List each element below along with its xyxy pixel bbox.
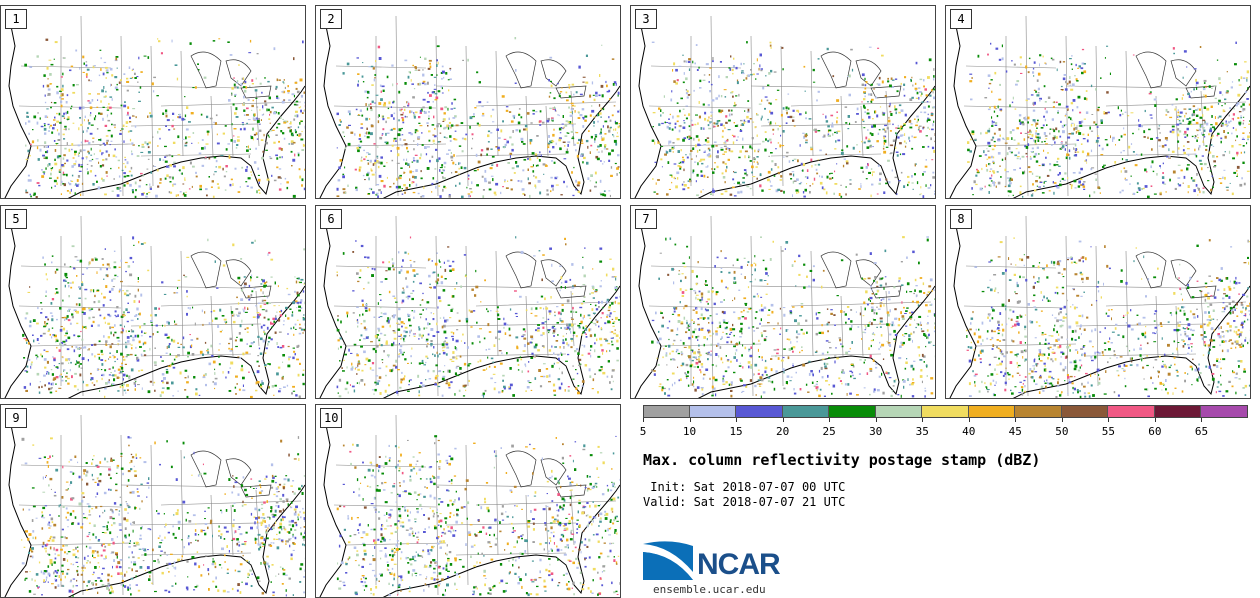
map-panel-8: 8 <box>945 205 1251 399</box>
colorbar-tick <box>1155 418 1156 422</box>
member-label: 4 <box>950 9 972 29</box>
conus-map <box>946 6 1250 198</box>
colorbar-tick-label: 45 <box>1009 425 1022 438</box>
map-panel-10: 10 <box>315 404 621 598</box>
colorbar-tick <box>1062 418 1063 422</box>
ncar-logo-icon <box>643 540 693 580</box>
colorbar-tick-label: 65 <box>1195 425 1208 438</box>
conus-map <box>1 6 305 198</box>
member-label: 9 <box>5 408 27 428</box>
member-label: 1 <box>5 9 27 29</box>
conus-map <box>316 6 620 198</box>
colorbar-tick <box>922 418 923 422</box>
reflectivity-colorbar: 5 10 15 20 25 30 35 40 45 50 55 60 65 <box>643 405 1248 441</box>
conus-map <box>1 206 305 398</box>
colorbar-tick <box>736 418 737 422</box>
colorbar-tick <box>876 418 877 422</box>
map-panel-1: 1 <box>0 5 306 199</box>
colorbar-tick <box>969 418 970 422</box>
colorbar-tick <box>829 418 830 422</box>
colorbar-tick-label: 40 <box>962 425 975 438</box>
colorbar-tick-label: 10 <box>683 425 696 438</box>
map-panel-3: 3 <box>630 5 936 199</box>
conus-map <box>946 206 1250 398</box>
valid-time: Valid: Sat 2018-07-07 21 UTC <box>643 495 845 509</box>
colorbar-tick-label: 20 <box>776 425 789 438</box>
colorbar-tick-label: 50 <box>1055 425 1068 438</box>
ncar-logo-text: NCAR <box>697 548 780 582</box>
colorbar-tick-label: 5 <box>640 425 647 438</box>
colorbar-tick <box>690 418 691 422</box>
member-label: 5 <box>5 209 27 229</box>
member-label: 2 <box>320 9 342 29</box>
init-time: Init: Sat 2018-07-07 00 UTC <box>643 480 845 494</box>
map-panel-7: 7 <box>630 205 936 399</box>
logo-url: ensemble.ucar.edu <box>653 583 766 596</box>
member-label: 10 <box>320 408 342 428</box>
colorbar-tick-label: 30 <box>869 425 882 438</box>
conus-map <box>1 405 305 597</box>
map-panel-2: 2 <box>315 5 621 199</box>
colorbar-tick-label: 15 <box>729 425 742 438</box>
colorbar-tick <box>783 418 784 422</box>
colorbar-tick-label: 35 <box>916 425 929 438</box>
map-panel-5: 5 <box>0 205 306 399</box>
plot-title: Max. column reflectivity postage stamp (… <box>643 451 1040 469</box>
member-label: 3 <box>635 9 657 29</box>
colorbar-tick <box>643 418 644 422</box>
member-label: 8 <box>950 209 972 229</box>
conus-map <box>631 6 935 198</box>
map-panel-9: 9 <box>0 404 306 598</box>
colorbar-tick <box>1108 418 1109 422</box>
map-panel-4: 4 <box>945 5 1251 199</box>
colorbar-tick-label: 25 <box>823 425 836 438</box>
colorbar-tick-label: 55 <box>1102 425 1115 438</box>
colorbar-frame <box>643 405 1248 418</box>
colorbar-tick <box>1201 418 1202 422</box>
conus-map <box>316 405 620 597</box>
map-panel-6: 6 <box>315 205 621 399</box>
colorbar-tick <box>1015 418 1016 422</box>
conus-map <box>316 206 620 398</box>
colorbar-tick-label: 60 <box>1148 425 1161 438</box>
member-label: 6 <box>320 209 342 229</box>
conus-map <box>631 206 935 398</box>
member-label: 7 <box>635 209 657 229</box>
